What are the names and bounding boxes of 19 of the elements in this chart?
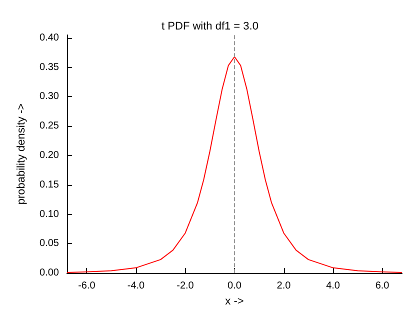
y-axis-title: probability density -> — [16, 103, 28, 205]
x-tick-label: -2.0 — [176, 280, 194, 292]
x-tick-label: 2.0 — [276, 280, 292, 292]
y-tick-label: 0.40 — [40, 32, 60, 44]
x-tick-label: 4.0 — [326, 280, 340, 292]
y-tick-label: 0.10 — [40, 208, 60, 220]
x-tick-label: -4.0 — [127, 280, 146, 292]
y-tick-label: 0.35 — [40, 62, 60, 73]
y-tick-label: 0.15 — [40, 179, 60, 190]
y-tick-label: 0.25 — [40, 120, 60, 132]
x-tick-label: 0.0 — [228, 280, 242, 292]
chart-title: t PDF with df1 = 3.0 — [162, 20, 258, 32]
x-axis-title: x -> — [225, 296, 244, 308]
y-tick-label: 0.20 — [40, 150, 60, 162]
y-tick-label: 0.30 — [40, 91, 60, 102]
y-tick-label: 0.05 — [40, 238, 60, 250]
x-tick-label: -6.0 — [78, 280, 96, 292]
x-tick-label: 6.0 — [375, 280, 390, 292]
y-tick-label: 0.00 — [40, 268, 60, 279]
